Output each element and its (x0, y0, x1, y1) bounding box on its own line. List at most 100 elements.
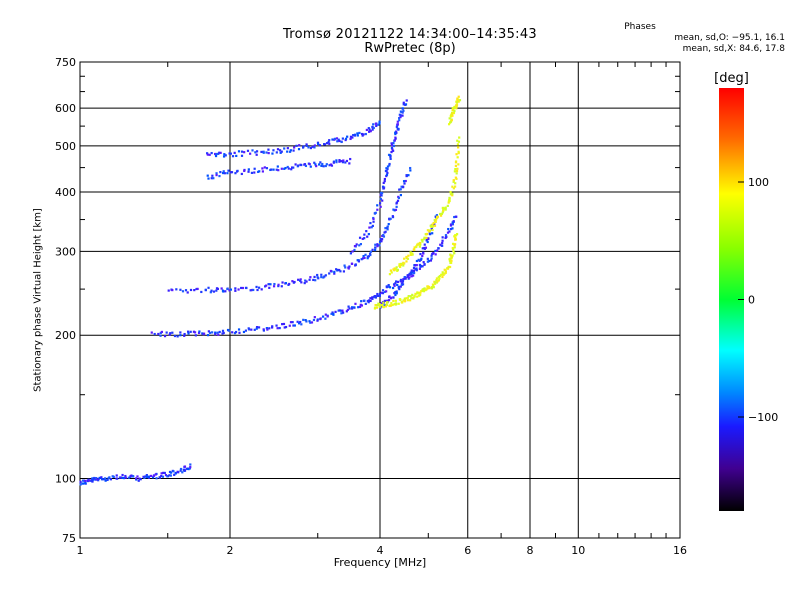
data-point (376, 204, 379, 207)
data-point (233, 151, 236, 154)
data-point (313, 161, 316, 164)
data-point (303, 282, 306, 285)
data-point (303, 163, 306, 166)
data-point (238, 331, 241, 334)
data-point (215, 173, 218, 177)
data-point (372, 220, 375, 223)
data-point (436, 215, 440, 218)
data-point (449, 190, 452, 194)
data-point (398, 116, 401, 120)
data-point (431, 252, 435, 255)
data-point (81, 479, 85, 482)
data-point (183, 469, 187, 472)
data-point (316, 318, 319, 321)
data-point (386, 165, 390, 168)
data-point (153, 332, 156, 336)
data-point (97, 479, 100, 482)
data-point (436, 249, 439, 252)
data-point (392, 144, 396, 148)
data-point (402, 278, 405, 281)
data-point (281, 323, 284, 326)
data-point (186, 330, 190, 333)
data-point (435, 214, 439, 217)
data-point (454, 236, 457, 239)
data-point (410, 297, 413, 300)
x-tick-label: 10 (571, 544, 585, 557)
data-point (428, 232, 431, 235)
data-point (173, 334, 177, 338)
data-point (224, 154, 227, 157)
data-point (372, 126, 375, 130)
data-point (447, 201, 450, 204)
data-point (218, 151, 221, 154)
data-point (298, 144, 301, 147)
data-point (290, 166, 294, 169)
data-point (240, 154, 244, 157)
data-point (397, 128, 400, 131)
data-point (93, 477, 96, 480)
data-point (424, 246, 428, 249)
data-point (389, 297, 393, 300)
data-point (420, 289, 423, 293)
data-point (208, 153, 211, 156)
data-point (435, 279, 438, 282)
data-point (249, 289, 252, 292)
data-point (308, 278, 311, 281)
data-point (121, 476, 124, 479)
data-point (297, 322, 301, 325)
data-point (415, 264, 418, 267)
data-point (362, 133, 365, 136)
data-point (393, 139, 396, 142)
data-point (413, 246, 416, 249)
data-point (215, 289, 218, 292)
data-point (398, 188, 401, 191)
data-point (255, 326, 259, 329)
data-point (364, 302, 367, 305)
data-point (297, 148, 301, 151)
data-point (382, 181, 385, 185)
data-point (278, 326, 281, 330)
data-point (217, 152, 220, 155)
data-point (320, 273, 323, 276)
data-point (412, 248, 416, 251)
y-tick-label: 500 (55, 140, 76, 153)
data-point (371, 297, 374, 300)
data-point (321, 315, 325, 318)
data-point (291, 321, 294, 324)
data-point (234, 330, 238, 334)
data-point (234, 172, 237, 175)
data-point (265, 284, 268, 287)
data-point (378, 292, 382, 295)
data-point (399, 193, 402, 197)
data-point (271, 325, 274, 328)
data-point (371, 128, 374, 131)
data-point (399, 263, 402, 267)
data-point (455, 233, 459, 236)
data-point (387, 222, 390, 226)
data-point (363, 233, 366, 236)
data-point (376, 245, 379, 248)
data-point (453, 106, 457, 110)
data-point (398, 263, 401, 266)
data-point (179, 467, 183, 471)
data-point (326, 315, 329, 318)
data-point (282, 322, 286, 326)
data-point (255, 150, 259, 153)
data-point (448, 197, 451, 200)
data-point (147, 476, 151, 479)
data-point (176, 470, 179, 473)
data-point (395, 125, 398, 128)
data-point (160, 474, 163, 478)
data-point (377, 302, 380, 305)
data-point (427, 286, 431, 289)
data-point (268, 327, 271, 330)
data-point (392, 286, 395, 290)
data-point (375, 124, 378, 128)
data-point (337, 138, 340, 141)
data-point (453, 109, 456, 113)
data-point (441, 271, 444, 274)
data-point (275, 168, 278, 171)
data-point (336, 268, 339, 272)
data-point (440, 212, 444, 215)
data-point (451, 185, 454, 188)
